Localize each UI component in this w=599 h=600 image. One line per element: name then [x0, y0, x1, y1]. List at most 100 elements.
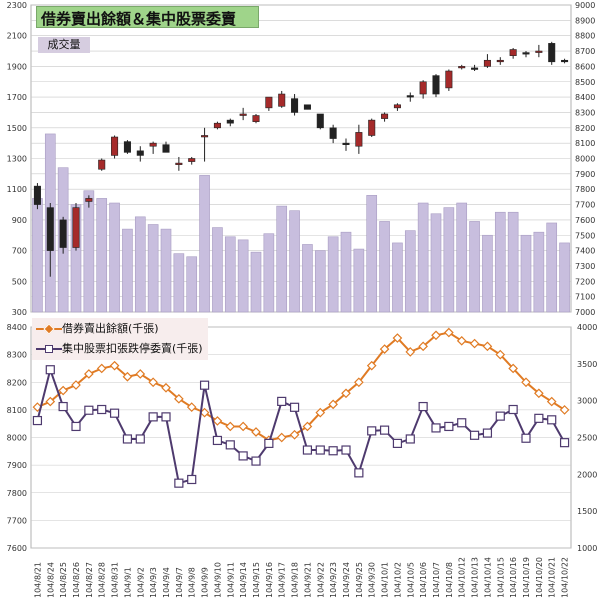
- x-axis-tick: 104/9/30: [368, 562, 377, 598]
- point-limit-down-sell: [392, 438, 403, 448]
- right-axis-tick-upper: 7000: [575, 308, 595, 317]
- x-axis-tick: 104/10/1: [381, 562, 390, 598]
- candle-body: [252, 115, 260, 122]
- x-axis-tick: 104/9/1: [123, 567, 132, 598]
- point-limit-down-sell: [58, 401, 68, 412]
- right-axis-tick-lower: 3500: [577, 360, 597, 369]
- point-short-balance: [96, 363, 107, 374]
- volume-bar: [520, 234, 532, 313]
- x-axis-tick: 104/9/3: [149, 567, 158, 598]
- candle-body: [85, 198, 93, 202]
- candle-body: [535, 50, 543, 53]
- left-axis-tick-lower: 8200: [7, 378, 27, 387]
- volume-bar: [276, 205, 288, 313]
- volume-bar: [237, 239, 249, 313]
- point-short-balance: [546, 396, 557, 407]
- volume-bar: [109, 202, 120, 313]
- x-axis-tick: 104/9/11: [226, 562, 235, 598]
- volume-bar: [160, 228, 172, 313]
- volume-bar: [263, 233, 275, 313]
- left-axis-tick-upper: 900: [12, 216, 27, 225]
- volume-bar: [314, 250, 326, 313]
- point-short-balance: [444, 327, 454, 338]
- point-short-balance: [405, 347, 416, 357]
- x-axis-tick: 104/9/25: [355, 562, 364, 598]
- point-short-balance: [495, 349, 506, 360]
- candle-body: [265, 96, 273, 109]
- point-short-balance: [534, 388, 544, 399]
- x-axis-tick: 104/9/2: [136, 567, 145, 598]
- point-limit-down-sell: [328, 446, 338, 456]
- x-axis-tick: 104/10/12: [458, 557, 467, 598]
- point-short-balance: [276, 432, 287, 443]
- right-axis-tick-upper: 7800: [575, 185, 595, 194]
- x-axis-tick: 104/10/15: [496, 557, 505, 598]
- candle-body: [496, 59, 504, 63]
- candle-body: [278, 93, 286, 107]
- point-limit-down-sell: [238, 451, 248, 461]
- candle-body: [561, 59, 569, 63]
- volume-bar: [379, 221, 390, 313]
- legend-item-limit-down-sell: 集中股票扣張跌停委賣(千張): [36, 341, 203, 357]
- left-axis-tick-lower: 7900: [7, 461, 27, 470]
- candle-body: [111, 136, 119, 156]
- volume-bar: [392, 242, 403, 313]
- right-axis-tick-upper: 7500: [575, 231, 595, 240]
- point-short-balance: [559, 405, 570, 415]
- right-axis-tick-upper: 8800: [575, 32, 595, 41]
- point-limit-down-sell: [212, 435, 223, 446]
- candle-body: [33, 185, 41, 205]
- point-short-balance: [431, 330, 441, 341]
- right-axis-tick-upper: 7600: [575, 216, 595, 225]
- volume-bar: [366, 195, 378, 313]
- point-limit-down-sell: [187, 474, 197, 485]
- point-short-balance: [392, 333, 403, 343]
- x-axis-tick: 104/10/20: [535, 557, 544, 598]
- x-axis-tick: 104/9/4: [162, 567, 171, 598]
- candle-body: [368, 119, 376, 136]
- point-short-balance: [251, 427, 261, 437]
- x-axis-tick: 104/10/6: [419, 562, 428, 598]
- point-limit-down-sell: [71, 421, 81, 432]
- point-short-balance: [418, 341, 428, 352]
- candle-body: [419, 81, 427, 95]
- x-axis-tick: 104/9/14: [239, 562, 248, 598]
- candle-body: [355, 132, 363, 147]
- point-limit-down-sell: [225, 440, 235, 450]
- volume-bar: [186, 256, 198, 313]
- right-axis-tick-upper: 8400: [575, 93, 595, 102]
- legend: 借券賣出餘額(千張) 集中股票扣張跌停委賣(千張): [32, 318, 208, 360]
- point-limit-down-sell: [277, 396, 287, 407]
- volume-bar: [147, 224, 159, 313]
- left-axis-tick-upper: 1300: [7, 155, 27, 164]
- left-axis-tick-upper: 1500: [7, 124, 27, 133]
- volume-bar: [507, 211, 519, 313]
- right-axis-tick-lower: 1500: [577, 507, 597, 516]
- volume-bar: [224, 236, 236, 313]
- legend-label-short-balance: 借券賣出餘額(千張): [62, 322, 159, 335]
- volume-bar: [212, 227, 223, 313]
- right-axis-tick-upper: 7200: [575, 277, 595, 286]
- point-short-balance: [302, 421, 313, 432]
- point-limit-down-sell: [418, 401, 428, 412]
- point-limit-down-sell: [84, 405, 94, 415]
- right-axis-tick-lower: 2500: [577, 434, 597, 443]
- candle-body: [381, 113, 389, 119]
- point-limit-down-sell: [289, 402, 300, 412]
- x-axis-tick: 104/8/25: [59, 562, 68, 598]
- point-short-balance: [122, 371, 133, 382]
- candle-body: [123, 141, 131, 153]
- x-axis-tick: 104/10/8: [445, 562, 454, 598]
- right-axis-tick-upper: 8200: [575, 124, 595, 133]
- point-short-balance: [508, 363, 518, 374]
- point-limit-down-sell: [431, 423, 441, 433]
- volume-bar: [404, 230, 416, 313]
- x-axis-tick: 104/8/27: [85, 562, 94, 598]
- point-limit-down-sell: [457, 418, 467, 428]
- right-axis-tick-upper: 9000: [575, 1, 595, 10]
- point-limit-down-sell: [482, 428, 493, 438]
- x-axis-tick: 104/10/19: [522, 557, 531, 598]
- candle-body: [316, 113, 324, 129]
- left-axis-tick-lower: 8400: [7, 323, 27, 332]
- candle-body: [432, 75, 440, 95]
